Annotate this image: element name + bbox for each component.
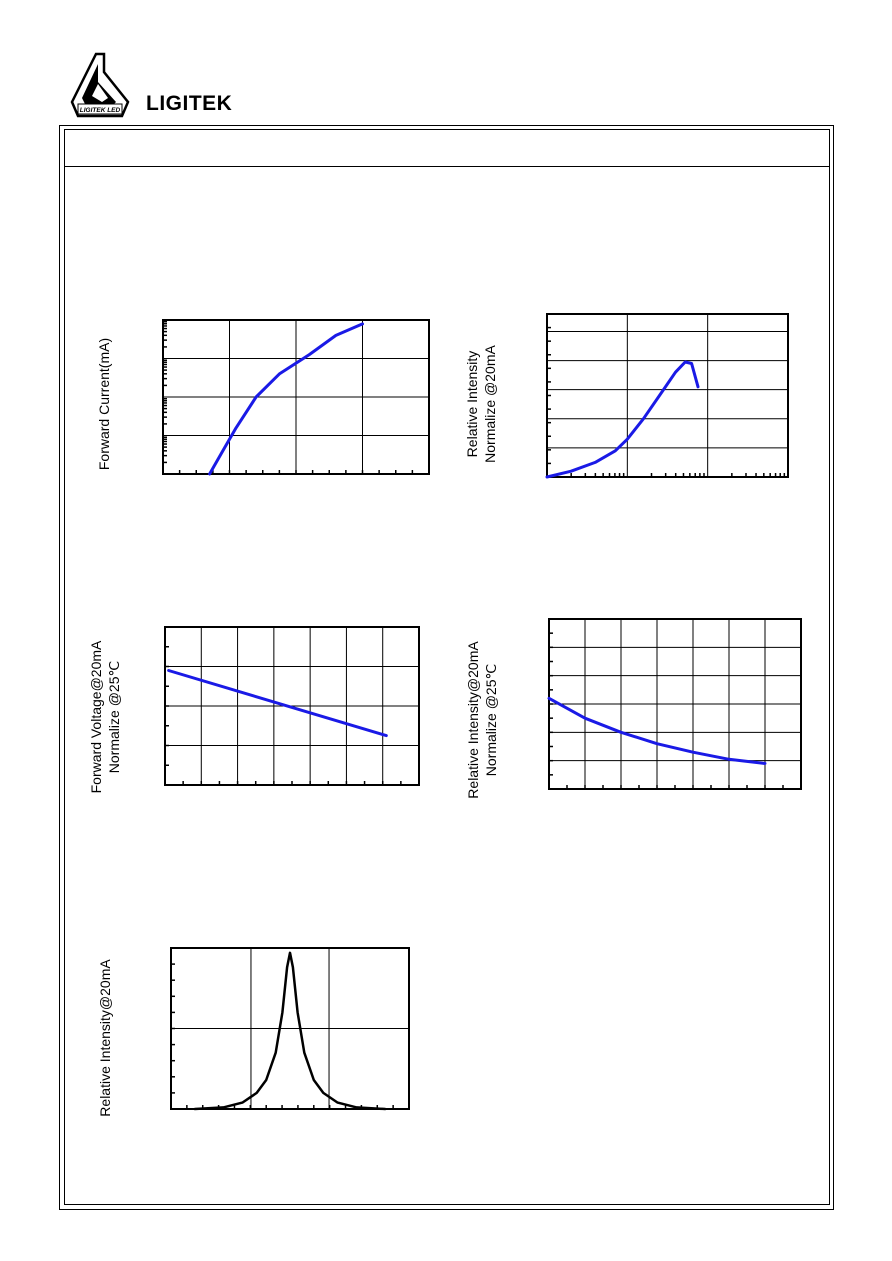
chart2-series-0-line xyxy=(545,360,700,479)
page-frame xyxy=(59,125,834,1210)
svg-text:LIGITEK LED: LIGITEK LED xyxy=(80,107,121,114)
chart5-series-0-line xyxy=(193,951,387,1111)
header-divider xyxy=(64,166,830,167)
chart3-series-0-line xyxy=(167,669,388,738)
chart2-frame xyxy=(546,313,789,478)
chart4-series-0-line xyxy=(547,696,767,765)
ligitek-logo: LIGITEK LED xyxy=(70,52,130,118)
brand-name: LIGITEK xyxy=(146,92,233,115)
chart1-series-0-line xyxy=(208,322,364,476)
page-frame-inner xyxy=(64,129,830,1205)
